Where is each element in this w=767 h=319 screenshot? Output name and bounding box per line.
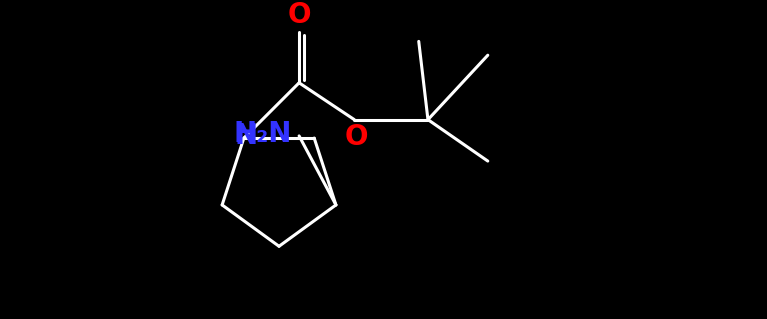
Text: O: O <box>288 1 311 28</box>
Text: N: N <box>234 122 257 150</box>
Text: H₂N: H₂N <box>233 120 291 148</box>
Text: O: O <box>344 123 368 151</box>
